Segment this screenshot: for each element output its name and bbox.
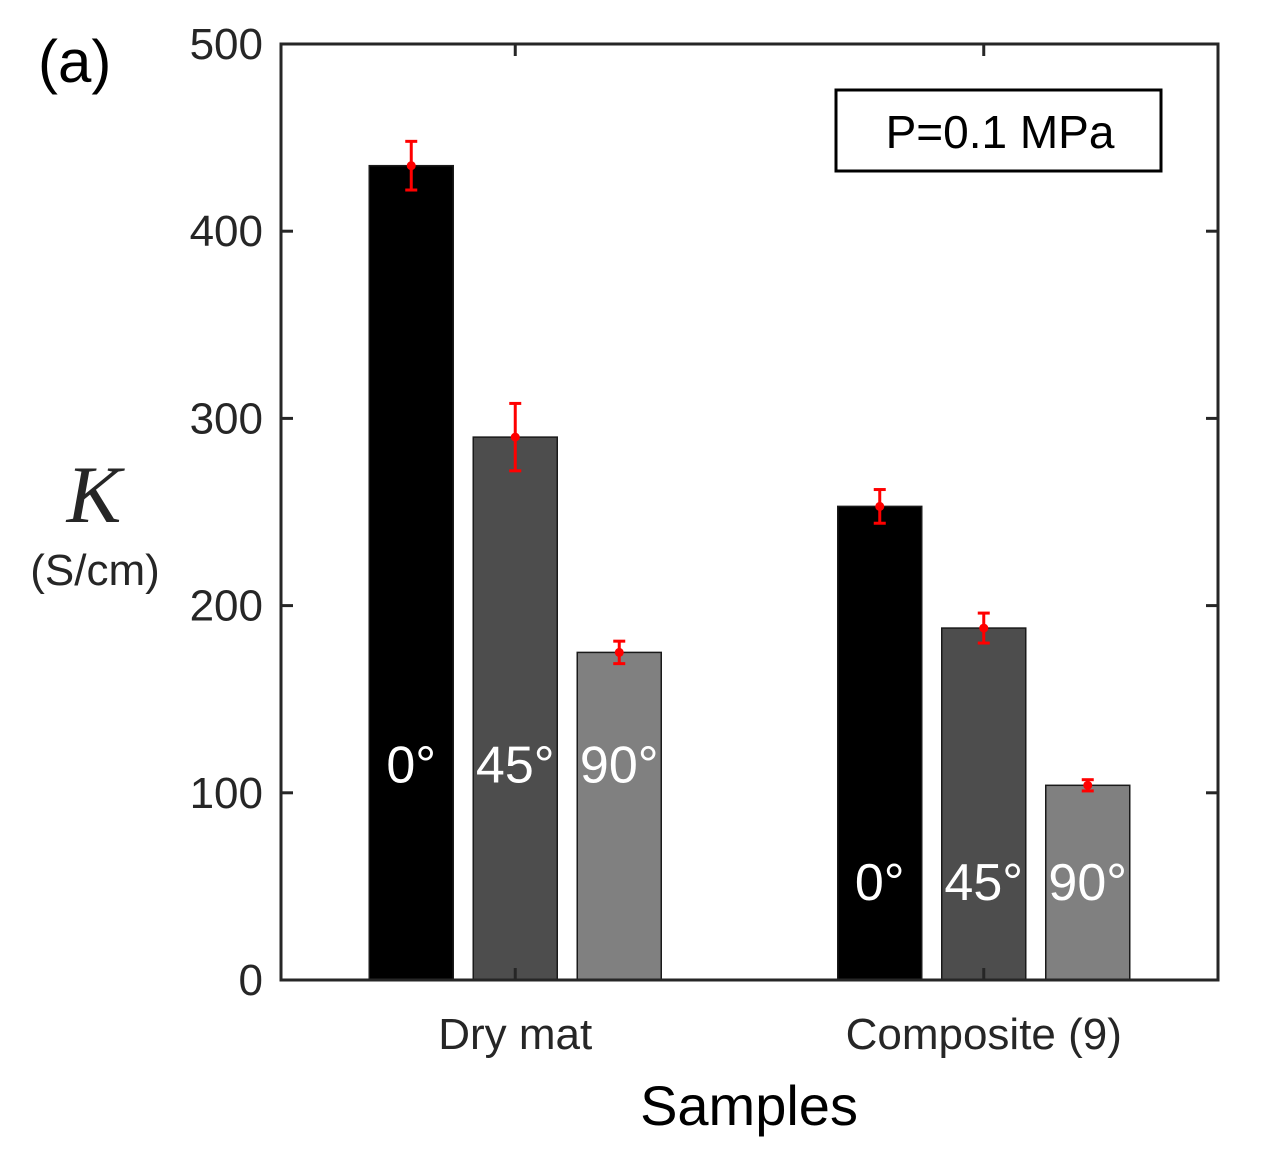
- error-center-marker: [875, 501, 885, 511]
- y-tick-label: 300: [190, 394, 263, 443]
- y-tick-label: 100: [190, 769, 263, 818]
- y-axis-symbol: K: [66, 449, 126, 540]
- y-tick-label: 200: [190, 582, 263, 631]
- error-center-marker: [510, 432, 520, 442]
- bars-layer: [368, 164, 1131, 981]
- bar-angle-label: 0°: [386, 736, 436, 794]
- x-tick-label: Dry mat: [438, 1010, 592, 1059]
- pressure-annotation: P=0.1 MPa: [834, 88, 1163, 173]
- bar: [1045, 784, 1131, 981]
- bar-angle-label: 90°: [580, 736, 659, 794]
- y-tick-label: 500: [190, 20, 263, 69]
- bar-angle-label: 90°: [1048, 854, 1127, 912]
- annotation-text: P=0.1 MPa: [886, 106, 1115, 158]
- error-center-marker: [1083, 780, 1093, 790]
- error-center-marker: [979, 623, 989, 633]
- error-center-marker: [406, 161, 416, 171]
- bar: [941, 627, 1027, 981]
- axes-layer: [279, 42, 1220, 982]
- x-axis-label: Samples: [640, 1074, 858, 1137]
- bar: [472, 436, 558, 981]
- error-center-marker: [614, 647, 624, 657]
- annotation-box: [834, 88, 1163, 173]
- x-tick-label: Composite (9): [846, 1010, 1122, 1059]
- plot-frame: [279, 42, 1220, 982]
- bar: [837, 505, 923, 981]
- bar: [576, 651, 662, 981]
- panel-label: (a): [38, 28, 111, 95]
- category-labels-layer: Dry mat Composite (9): [438, 1010, 1122, 1059]
- bar-labels-layer: 0° 45° 90° 0° 45° 90°: [386, 736, 1127, 912]
- y-tick-label: 0: [239, 956, 263, 1005]
- y-tick-label: 400: [190, 207, 263, 256]
- error-bars-layer: [405, 139, 1094, 793]
- y-ticks-layer: 0 100 200 300 400 500: [190, 20, 1218, 1005]
- bar-angle-label: 0°: [855, 854, 905, 912]
- bar-angle-label: 45°: [944, 854, 1023, 912]
- bar-angle-label: 45°: [476, 736, 555, 794]
- bar: [368, 164, 454, 981]
- y-axis-unit: (S/cm): [30, 546, 160, 595]
